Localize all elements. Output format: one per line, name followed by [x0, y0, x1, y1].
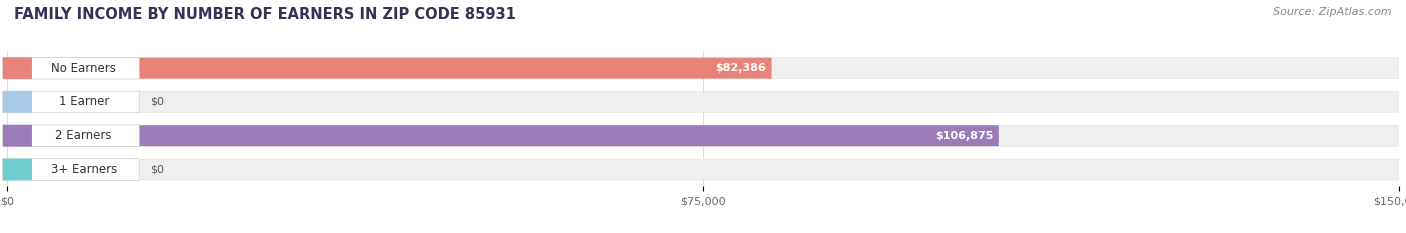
FancyBboxPatch shape [3, 125, 32, 147]
FancyBboxPatch shape [7, 58, 772, 79]
Text: 3+ Earners: 3+ Earners [51, 163, 117, 176]
FancyBboxPatch shape [7, 58, 1399, 79]
FancyBboxPatch shape [3, 125, 139, 147]
Text: 2 Earners: 2 Earners [55, 129, 112, 142]
FancyBboxPatch shape [3, 57, 139, 79]
Text: $106,875: $106,875 [935, 131, 993, 141]
FancyBboxPatch shape [3, 91, 32, 113]
FancyBboxPatch shape [3, 91, 139, 113]
FancyBboxPatch shape [7, 92, 1399, 112]
FancyBboxPatch shape [7, 125, 1399, 146]
FancyBboxPatch shape [3, 159, 32, 180]
Text: Source: ZipAtlas.com: Source: ZipAtlas.com [1274, 7, 1392, 17]
FancyBboxPatch shape [3, 159, 139, 180]
FancyBboxPatch shape [7, 125, 998, 146]
Text: 1 Earner: 1 Earner [59, 96, 108, 108]
Text: $0: $0 [150, 97, 165, 107]
Text: No Earners: No Earners [51, 62, 117, 75]
Text: $82,386: $82,386 [716, 63, 766, 73]
FancyBboxPatch shape [3, 57, 32, 79]
FancyBboxPatch shape [7, 159, 1399, 180]
Text: $0: $0 [150, 164, 165, 175]
Text: FAMILY INCOME BY NUMBER OF EARNERS IN ZIP CODE 85931: FAMILY INCOME BY NUMBER OF EARNERS IN ZI… [14, 7, 516, 22]
